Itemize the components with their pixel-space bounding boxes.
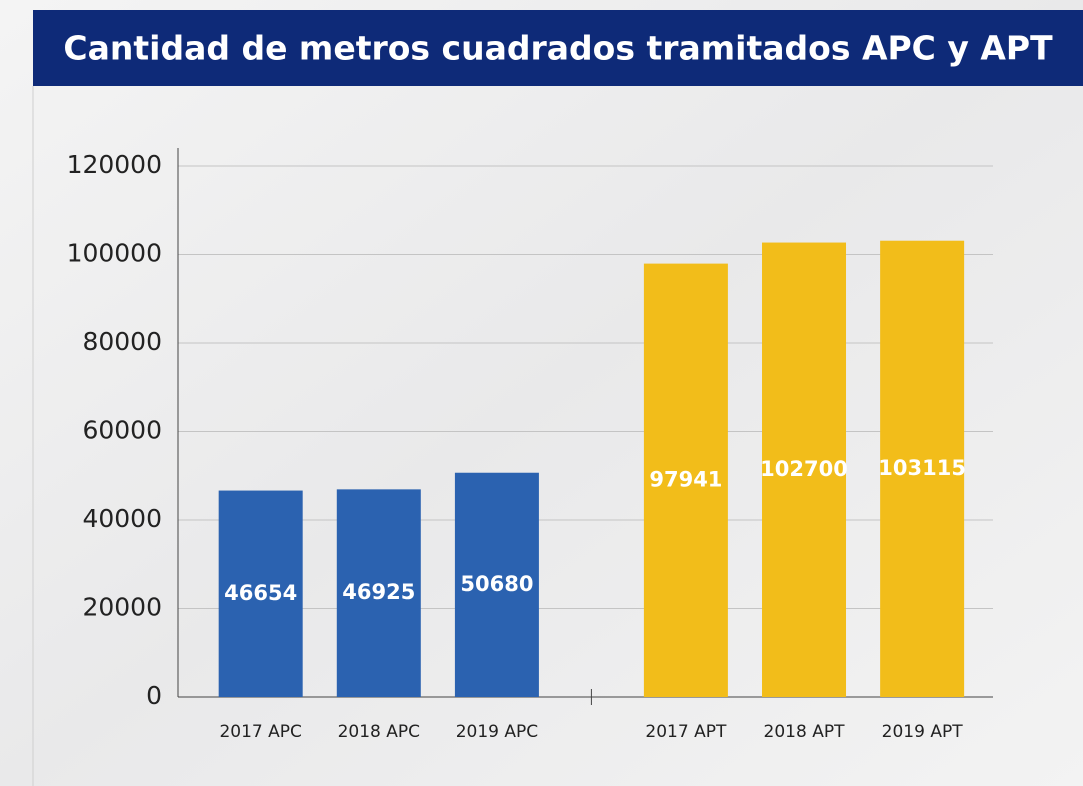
data-label: 46654 [224,581,297,605]
data-label: 103115 [878,456,966,480]
x-tick-label: 2018 APT [764,722,846,742]
y-tick-label: 0 [146,681,162,710]
y-tick-label: 60000 [82,416,162,445]
data-label: 97941 [649,467,722,491]
x-tick-label: 2017 APT [645,722,727,742]
y-tick-label: 40000 [82,504,162,533]
data-label: 102700 [760,457,848,481]
x-tick-label: 2018 APC [338,722,420,742]
data-label: 46925 [342,580,415,604]
x-tick-label: 2019 APC [456,722,538,742]
y-tick-label: 100000 [67,239,162,268]
page: Cantidad de metros cuadrados tramitados … [0,0,1083,786]
x-tick-label: 2017 APC [219,722,301,742]
chart: Cantidad de metros cuadrados tramitados … [0,0,1083,786]
chart-title: Cantidad de metros cuadrados tramitados … [63,29,1053,68]
data-label: 50680 [460,572,533,596]
y-tick-label: 120000 [67,150,162,179]
x-tick-label: 2019 APT [882,722,964,742]
y-tick-label: 80000 [82,327,162,356]
y-tick-label: 20000 [82,593,162,622]
